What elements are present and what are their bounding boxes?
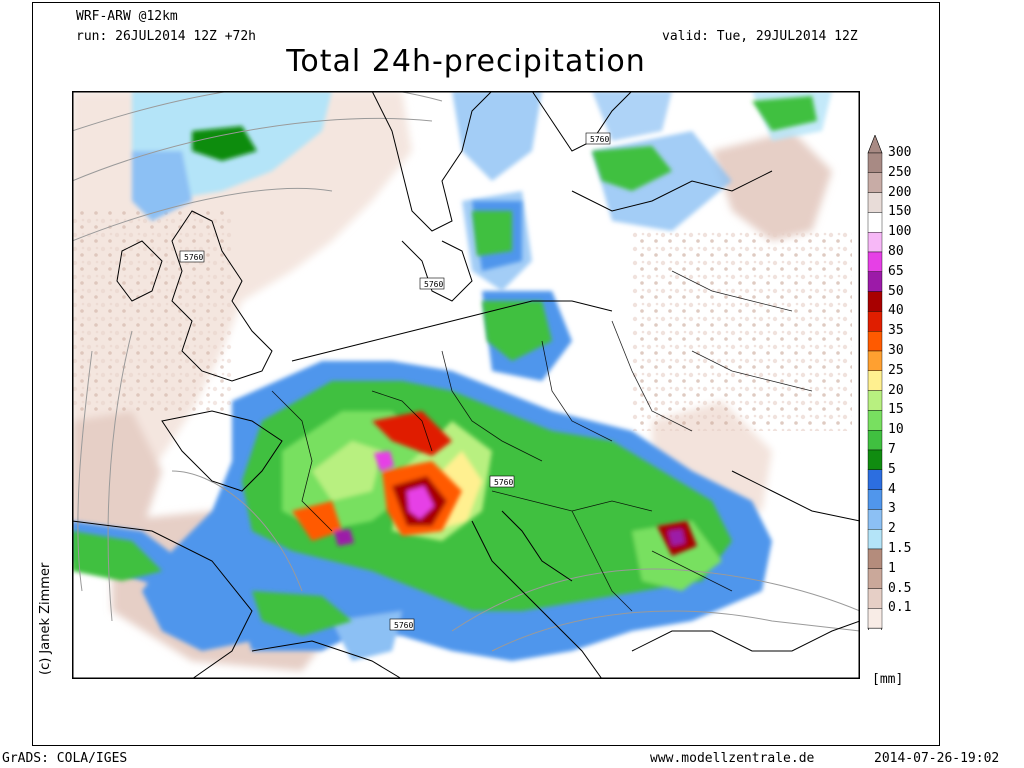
legend-swatch bbox=[867, 251, 883, 272]
map-title: Total 24h-precipitation bbox=[286, 44, 646, 79]
legend-swatch bbox=[867, 172, 883, 193]
footer-website: www.modellzentrale.de bbox=[650, 751, 815, 766]
extreme-rain-cores bbox=[292, 411, 697, 556]
legend-label: 15 bbox=[888, 402, 904, 418]
legend-swatch bbox=[867, 568, 883, 589]
contour-labels: 5760 5760 5760 5760 5760 bbox=[179, 132, 611, 631]
legend-label: 150 bbox=[888, 204, 912, 220]
legend-label: 2 bbox=[888, 521, 896, 537]
contour-label: 5760 bbox=[389, 618, 415, 631]
legend-swatch bbox=[867, 311, 883, 332]
legend-label: 50 bbox=[888, 283, 904, 299]
legend-swatch bbox=[867, 529, 883, 550]
svg-text:5760: 5760 bbox=[424, 280, 443, 289]
contour-label: 5760 bbox=[179, 250, 205, 263]
legend-label: 5 bbox=[888, 461, 896, 477]
legend-swatch bbox=[867, 410, 883, 431]
legend-swatch bbox=[867, 350, 883, 371]
contour-label: 5760 bbox=[585, 132, 611, 145]
legend-label: 65 bbox=[888, 263, 904, 279]
legend-swatch bbox=[867, 291, 883, 312]
legend-swatch bbox=[867, 489, 883, 510]
legend-label: 80 bbox=[888, 244, 904, 259]
map-border bbox=[72, 91, 860, 679]
legend-label: 25 bbox=[888, 362, 904, 378]
legend-label: 250 bbox=[888, 164, 912, 180]
legend-label: 35 bbox=[888, 323, 904, 339]
legend-swatch bbox=[867, 608, 883, 629]
legend-swatch bbox=[867, 548, 883, 569]
speckle-area bbox=[632, 231, 852, 431]
contour-label: 5760 bbox=[489, 475, 515, 488]
country-borders bbox=[271, 270, 813, 612]
plot-frame bbox=[32, 2, 940, 746]
legend-swatch bbox=[867, 469, 883, 490]
legend-label: 200 bbox=[888, 184, 912, 200]
coastlines bbox=[72, 91, 860, 679]
footer-timestamp: 2014-07-26-19:02 bbox=[874, 751, 1000, 766]
legend-swatch bbox=[867, 192, 883, 213]
legend-label: 20 bbox=[888, 382, 904, 398]
legend-label: 0.1 bbox=[888, 600, 912, 616]
unit-label: [mm] bbox=[872, 672, 904, 687]
speckle-area-west bbox=[72, 211, 232, 411]
legend-label: 1.5 bbox=[888, 541, 912, 556]
run-label: run: 26JUL2014 12Z +72h bbox=[76, 29, 257, 44]
model-label: WRF-ARW @12km bbox=[76, 9, 178, 24]
legend-swatch bbox=[867, 330, 883, 352]
svg-text:5760: 5760 bbox=[590, 135, 609, 144]
footer-software: GrADS: COLA/IGES bbox=[2, 751, 128, 766]
legend-label: 10 bbox=[888, 422, 904, 438]
legend-label: 4 bbox=[888, 481, 896, 497]
legend-label: 30 bbox=[888, 343, 904, 358]
legend-swatch bbox=[867, 430, 883, 451]
svg-text:5760: 5760 bbox=[394, 621, 413, 630]
svg-text:5760: 5760 bbox=[184, 253, 203, 262]
legend-label: 3 bbox=[888, 501, 896, 517]
legend-arrow-bottom bbox=[867, 627, 883, 630]
legend-swatch bbox=[867, 231, 883, 253]
legend-swatch bbox=[867, 152, 883, 173]
legend-arrow-top bbox=[867, 135, 883, 154]
legend-swatch bbox=[867, 390, 883, 411]
svg-text:5760: 5760 bbox=[494, 478, 513, 487]
legend-label: 1 bbox=[888, 560, 896, 576]
legend-label: 7 bbox=[888, 442, 896, 457]
legend-swatch bbox=[867, 449, 883, 470]
legend-label: 100 bbox=[888, 224, 912, 240]
valid-label: valid: Tue, 29JUL2014 12Z bbox=[662, 29, 858, 44]
color-legend bbox=[867, 135, 883, 630]
legend-swatch bbox=[867, 271, 883, 292]
legend-swatch bbox=[867, 509, 883, 530]
legend-label: 300 bbox=[888, 145, 912, 160]
geopotential-contours bbox=[72, 91, 860, 652]
precipitation-map: 5760 5760 5760 5760 5760 bbox=[72, 91, 860, 679]
legend-label: 40 bbox=[888, 303, 904, 319]
legend-swatch bbox=[867, 588, 883, 609]
copyright-credit: (c) Janek Zimmer bbox=[38, 562, 53, 675]
contour-label: 5760 bbox=[419, 277, 445, 290]
legend-label: 0.5 bbox=[888, 580, 912, 596]
legend-swatch bbox=[867, 212, 883, 233]
legend-swatch bbox=[867, 370, 883, 391]
